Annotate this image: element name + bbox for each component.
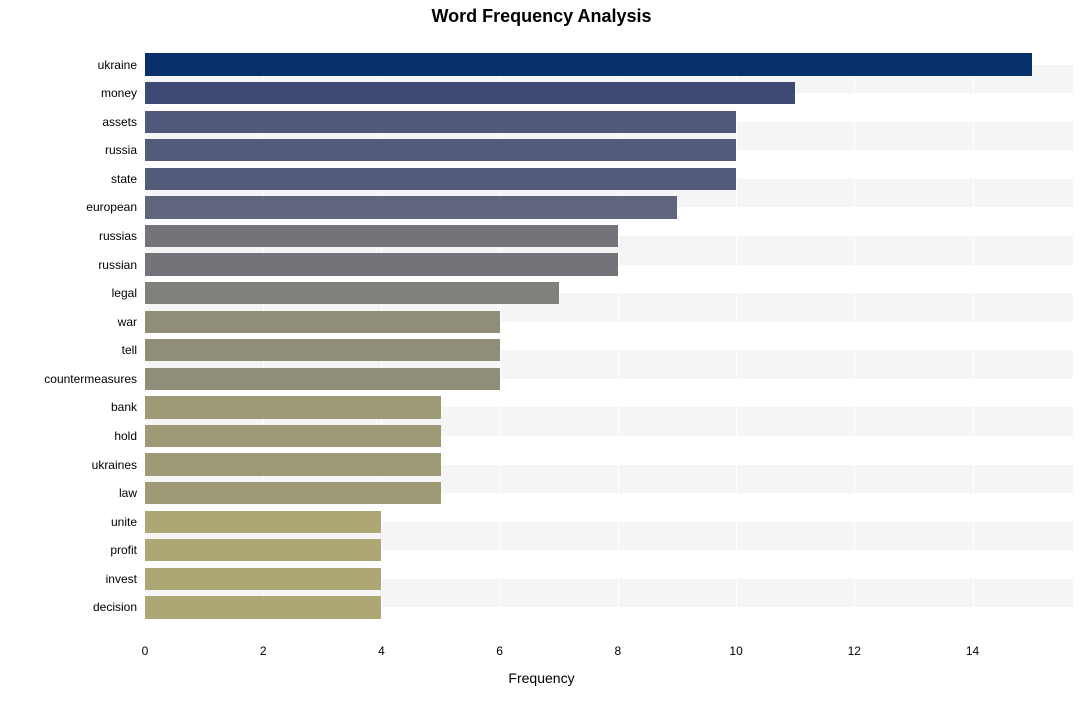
bar (145, 396, 441, 418)
y-tick-label: russia (0, 143, 137, 157)
y-tick-label: ukraines (0, 458, 137, 472)
bar (145, 225, 618, 247)
bar (145, 253, 618, 275)
y-tick-label: countermeasures (0, 372, 137, 386)
y-tick-label: profit (0, 543, 137, 557)
y-tick-label: invest (0, 572, 137, 586)
x-tick-label: 4 (378, 644, 385, 658)
y-tick-label: state (0, 172, 137, 186)
x-tick-label: 2 (260, 644, 267, 658)
y-tick-label: hold (0, 429, 137, 443)
x-tick-label: 8 (615, 644, 622, 658)
bar (145, 425, 441, 447)
y-tick-label: law (0, 486, 137, 500)
y-tick-label: russian (0, 258, 137, 272)
x-tick-label: 0 (142, 644, 149, 658)
bar (145, 453, 441, 475)
y-tick-label: war (0, 315, 137, 329)
x-tick-label: 6 (496, 644, 503, 658)
y-tick-label: ukraine (0, 58, 137, 72)
bar (145, 511, 381, 533)
chart-title: Word Frequency Analysis (0, 6, 1083, 27)
x-tick-label: 12 (848, 644, 861, 658)
bar (145, 311, 500, 333)
y-tick-label: european (0, 200, 137, 214)
bar (145, 82, 795, 104)
y-tick-label: decision (0, 600, 137, 614)
bar (145, 168, 736, 190)
x-gridline (973, 36, 974, 636)
x-axis-label: Frequency (0, 670, 1083, 686)
bar (145, 539, 381, 561)
y-tick-label: unite (0, 515, 137, 529)
word-frequency-chart: Word Frequency Analysis Frequency ukrain… (0, 0, 1083, 701)
x-tick-label: 14 (966, 644, 979, 658)
bar (145, 139, 736, 161)
bar (145, 196, 677, 218)
bar (145, 53, 1032, 75)
y-tick-label: money (0, 86, 137, 100)
bar (145, 596, 381, 618)
x-gridline (854, 36, 855, 636)
x-gridline (736, 36, 737, 636)
y-tick-label: tell (0, 343, 137, 357)
plot-inner (145, 36, 1073, 636)
bar (145, 339, 500, 361)
y-tick-label: legal (0, 286, 137, 300)
y-tick-label: bank (0, 400, 137, 414)
x-tick-label: 10 (729, 644, 742, 658)
y-tick-label: assets (0, 115, 137, 129)
bar (145, 568, 381, 590)
bar (145, 368, 500, 390)
plot-area (145, 36, 1073, 636)
bar (145, 282, 559, 304)
y-tick-label: russias (0, 229, 137, 243)
bar (145, 111, 736, 133)
bar (145, 482, 441, 504)
